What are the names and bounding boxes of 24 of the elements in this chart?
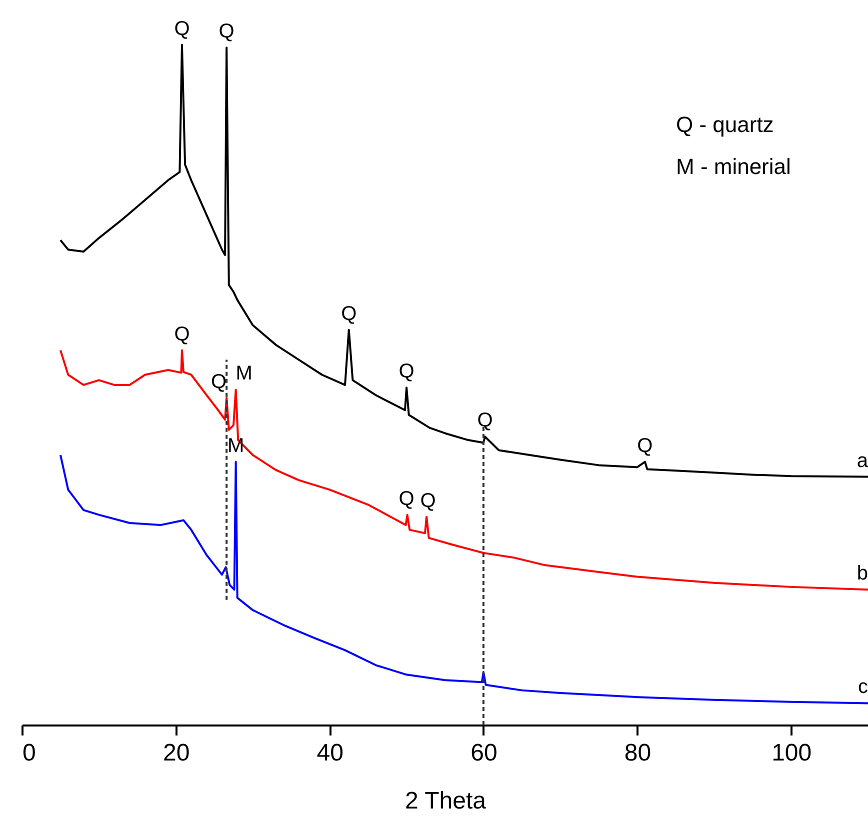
annotation: Q	[477, 410, 493, 432]
x-tick-label: 60	[470, 740, 498, 766]
x-axis-title: 2 Theta	[405, 788, 487, 814]
annotation: M	[227, 434, 244, 457]
annotation: M	[236, 362, 252, 385]
annotation: a	[856, 450, 868, 472]
annotation: b	[856, 562, 868, 585]
annotation: Q	[174, 323, 190, 346]
annotation: Q	[341, 302, 357, 325]
annotation: Q - quartz	[676, 112, 774, 137]
x-tick-label: 40	[316, 740, 344, 766]
annotation: Q	[211, 370, 227, 393]
annotation: Q	[637, 434, 653, 457]
x-tick-label: 80	[624, 740, 652, 766]
x-tick-label: 0	[22, 740, 36, 766]
annotation: Q	[398, 360, 414, 383]
annotation: Q	[420, 490, 436, 512]
annotation: Q	[174, 18, 190, 40]
annotation: c	[858, 676, 868, 698]
annotation: Q	[398, 488, 414, 510]
x-tick-label: 100	[772, 740, 812, 766]
annotation: M - minerial	[676, 154, 791, 179]
annotation: Q	[218, 20, 234, 43]
x-tick-label: 20	[162, 740, 190, 766]
